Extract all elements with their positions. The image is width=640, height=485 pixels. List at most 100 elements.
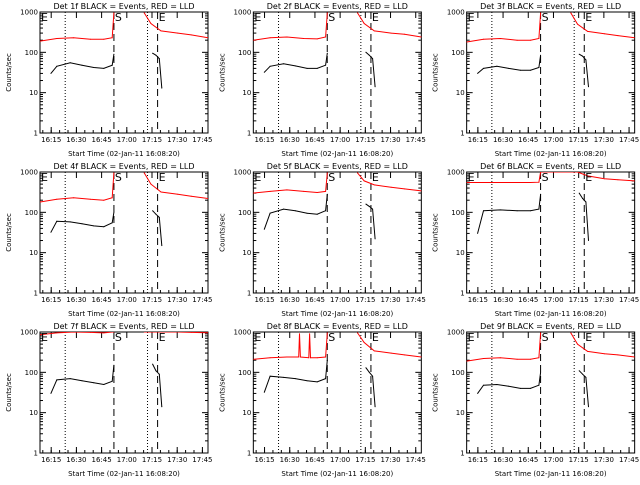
y-tick-label: 1 bbox=[34, 130, 38, 138]
x-tick-label: 16:30 bbox=[66, 136, 86, 144]
series-events-point bbox=[585, 201, 587, 203]
series-lld-point bbox=[420, 356, 422, 358]
plot-title: Det 8f BLACK = Events, RED = LLD bbox=[267, 322, 408, 331]
detector-plot-8: Det 8f BLACK = Events, RED = LLD 1 10 100 10… bbox=[218, 322, 425, 478]
series-events-point bbox=[111, 380, 113, 382]
y-tick-label: 10 bbox=[242, 249, 251, 257]
y-tick-label: 100 bbox=[451, 209, 464, 217]
series-lld-point bbox=[603, 353, 605, 355]
axes-frame bbox=[39, 11, 209, 134]
series-lld-point bbox=[308, 357, 310, 359]
marker-end-label: E bbox=[159, 11, 166, 24]
y-tick-label: 1 bbox=[247, 450, 251, 458]
x-tick-label: 16:15 bbox=[41, 296, 61, 304]
series-lld-point bbox=[326, 332, 328, 334]
y-tick-label: 10 bbox=[29, 409, 38, 417]
series-events-point bbox=[325, 64, 327, 66]
x-tick-label: 17:30 bbox=[167, 456, 187, 464]
series-lld-point bbox=[603, 33, 605, 35]
series-events-point bbox=[155, 370, 157, 372]
series-events-point bbox=[530, 210, 531, 212]
series-events-point bbox=[50, 392, 52, 394]
x-tick-label: 17:00 bbox=[330, 136, 350, 144]
marker-end-label: E bbox=[159, 171, 166, 184]
series-lld-point bbox=[390, 186, 392, 188]
series-events-point bbox=[158, 58, 160, 60]
detector-plot-4: Det 4f BLACK = Events, RED = LLD 1 10 100 10… bbox=[5, 162, 212, 318]
data-layer bbox=[253, 12, 422, 88]
plot-title: Det 6f BLACK = Events, RED = LLD bbox=[480, 162, 621, 171]
y-tick-label: 10 bbox=[242, 89, 251, 97]
marker-mid-label: S bbox=[542, 171, 549, 184]
x-tick-label: 16:30 bbox=[493, 296, 513, 304]
series-events-point bbox=[81, 64, 83, 66]
series-lld-point bbox=[404, 354, 405, 356]
series-events-point bbox=[365, 367, 367, 369]
y-tick-label: 1 bbox=[460, 130, 464, 138]
series-events-point bbox=[483, 384, 484, 386]
series-events-point bbox=[283, 376, 285, 378]
x-tick-label: 16:45 bbox=[92, 296, 112, 304]
series-events-point bbox=[103, 384, 105, 385]
marker-start-label: E bbox=[254, 171, 261, 184]
series-lld-point bbox=[207, 332, 208, 334]
y-tick-label: 10 bbox=[242, 409, 251, 417]
y-tick-label: 10 bbox=[456, 89, 465, 97]
series-events-point bbox=[325, 210, 327, 212]
x-axis-label: Start Time (02-Jan-11 16:08:20) bbox=[68, 470, 180, 478]
series-events-line bbox=[50, 212, 115, 233]
x-tick-label: 16:30 bbox=[66, 296, 86, 304]
series-lld-point bbox=[390, 352, 392, 354]
series-events-line bbox=[263, 194, 328, 230]
series-lld-point bbox=[499, 182, 501, 183]
y-tick-label: 1 bbox=[34, 290, 38, 298]
series-lld-point bbox=[113, 332, 115, 333]
series-lld-point bbox=[553, 172, 555, 173]
marker-mid-label: S bbox=[115, 171, 122, 184]
series-events-point bbox=[477, 232, 479, 234]
x-tick-label: 17:30 bbox=[594, 296, 614, 304]
series-lld-point bbox=[160, 191, 162, 193]
series-events-point bbox=[372, 375, 374, 377]
marker-end-label: E bbox=[585, 11, 592, 24]
series-lld-point bbox=[160, 332, 162, 333]
series-events-point bbox=[585, 376, 587, 378]
series-events-line bbox=[578, 370, 589, 407]
series-events-point bbox=[477, 72, 479, 74]
series-lld-point bbox=[325, 36, 327, 38]
series-events-point bbox=[161, 406, 163, 408]
x-tick-label: 16:15 bbox=[41, 456, 61, 464]
y-tick-label: 100 bbox=[25, 209, 38, 217]
series-events-point bbox=[578, 53, 580, 55]
series-events-point bbox=[538, 208, 540, 210]
series-events-point bbox=[538, 384, 540, 386]
series-events-line bbox=[477, 194, 542, 234]
marker-mid-label: S bbox=[115, 11, 122, 24]
series-lld-point bbox=[466, 182, 468, 183]
y-axis-label: Counts/sec bbox=[5, 53, 13, 92]
series-lld-point bbox=[540, 172, 542, 173]
series-lld-point bbox=[150, 183, 152, 185]
x-tick-label: 17:15 bbox=[142, 456, 162, 464]
series-lld-point bbox=[357, 12, 358, 14]
series-lld-point bbox=[269, 37, 271, 39]
series-events-line bbox=[152, 363, 163, 407]
data-layer bbox=[253, 172, 422, 240]
marker-start-label: E bbox=[468, 11, 475, 24]
y-tick-label: 1000 bbox=[234, 169, 252, 177]
series-lld-point bbox=[73, 197, 75, 199]
marker-mid-label: S bbox=[542, 331, 549, 344]
x-tick-label: 17:45 bbox=[192, 136, 212, 144]
series-events-point bbox=[483, 210, 484, 212]
x-tick-label: 17:30 bbox=[380, 136, 400, 144]
x-axis-label: Start Time (02-Jan-11 16:08:20) bbox=[68, 310, 180, 318]
series-lld-line bbox=[357, 12, 422, 38]
data-layer bbox=[466, 172, 635, 241]
plot-title: Det 5f BLACK = Events, RED = LLD bbox=[267, 162, 408, 171]
series-events-point bbox=[263, 71, 265, 73]
y-axis-label: Counts/sec bbox=[218, 213, 226, 252]
series-events-point bbox=[582, 198, 584, 199]
series-lld-point bbox=[357, 332, 358, 334]
marker-mid-label: S bbox=[328, 331, 335, 344]
axes-frame bbox=[466, 331, 636, 454]
